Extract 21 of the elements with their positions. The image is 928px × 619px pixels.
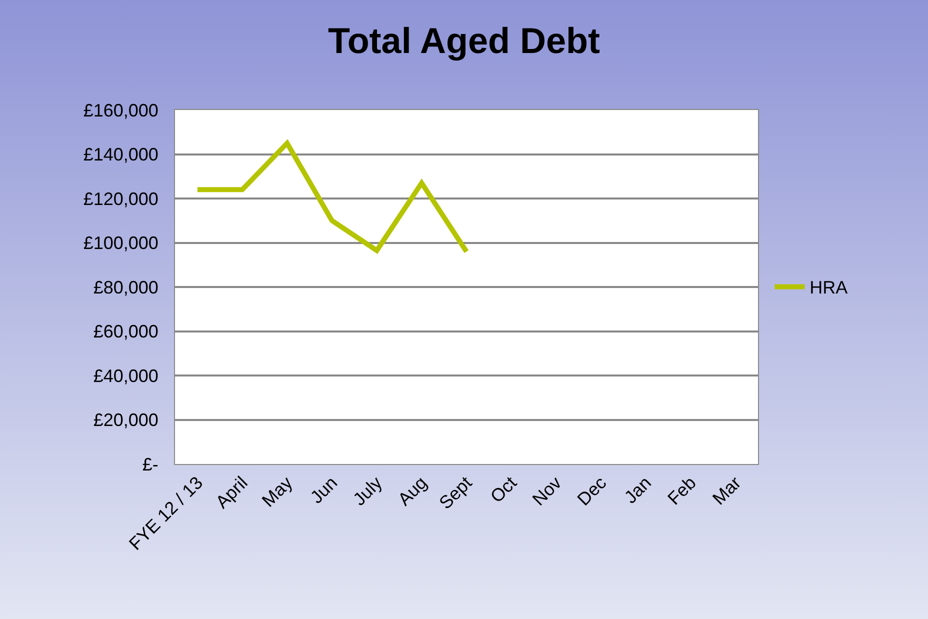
- x-tick-label: July: [349, 472, 386, 510]
- x-tick-label: Nov: [528, 472, 566, 510]
- y-tick-label: £20,000: [93, 410, 158, 430]
- y-tick-label: £60,000: [93, 322, 158, 342]
- y-tick-label: £-: [142, 454, 158, 474]
- y-tick-label: £120,000: [83, 188, 158, 209]
- x-tick-label: Mar: [708, 472, 745, 509]
- chart-title: Total Aged Debt: [328, 20, 600, 62]
- y-tick-label: £140,000: [83, 144, 158, 165]
- x-tick-label: May: [258, 472, 296, 511]
- x-tick-label: Oct: [486, 472, 521, 507]
- y-tick-label: £100,000: [83, 233, 158, 254]
- y-tick-label: £40,000: [93, 366, 158, 386]
- y-tick-label: £160,000: [83, 100, 158, 120]
- legend-label: HRA: [810, 278, 848, 298]
- y-tick-label: £80,000: [93, 277, 158, 298]
- x-tick-label: Dec: [573, 472, 610, 510]
- x-tick-label: Jan: [620, 472, 656, 508]
- x-tick-label: Jun: [306, 472, 342, 508]
- x-tick-label: Feb: [664, 472, 700, 509]
- x-tick-label: Aug: [394, 472, 431, 510]
